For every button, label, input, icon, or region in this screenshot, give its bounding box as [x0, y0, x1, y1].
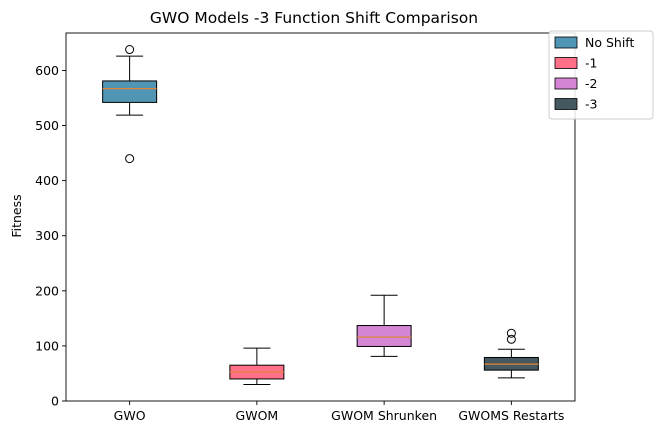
- outlier-point: [506, 328, 516, 338]
- x-tick-label: GWOMS Restarts: [458, 408, 564, 423]
- y-tick-label: 500: [35, 118, 59, 133]
- y-axis-label: Fitness: [9, 194, 24, 237]
- box-group: [483, 328, 539, 379]
- x-tick-label: GWOM: [236, 408, 279, 423]
- plot-area: 0 100 200 300 400 500 600 GWO GWOM GWOM Shrunken G…: [35, 32, 576, 423]
- legend: No Shift -1 -2 -3: [548, 30, 654, 120]
- chart-title: GWO Models -3 Function Shift Comparison: [150, 9, 478, 27]
- y-tick-label: 0: [51, 394, 59, 409]
- y-tick-label: 400: [35, 173, 59, 188]
- box-group: [102, 45, 158, 164]
- legend-swatch: [554, 36, 578, 49]
- legend-swatch: [554, 77, 578, 90]
- outlier-point: [125, 45, 135, 55]
- outlier-point: [506, 334, 516, 344]
- legend-frame: [548, 30, 654, 120]
- y-tick-label: 300: [35, 228, 59, 243]
- box-iqr: [356, 325, 412, 347]
- box-group: [229, 347, 285, 385]
- legend-label: -3: [585, 97, 597, 112]
- box-group: [356, 294, 412, 357]
- y-tick-label: 200: [35, 283, 59, 298]
- x-tick-label: GWOM Shrunken: [331, 408, 437, 423]
- legend-swatch: [554, 98, 578, 110]
- legend-label: No Shift: [585, 35, 634, 50]
- outlier-point: [125, 154, 135, 164]
- x-tick-label: GWO: [114, 408, 146, 423]
- plot-frame: [65, 32, 576, 402]
- box-iqr: [102, 80, 158, 103]
- y-tick-label: 600: [35, 63, 59, 78]
- legend-swatch: [554, 57, 578, 69]
- legend-label: -2: [585, 76, 597, 91]
- legend-label: -1: [585, 56, 597, 71]
- y-tick-label: 100: [35, 338, 59, 353]
